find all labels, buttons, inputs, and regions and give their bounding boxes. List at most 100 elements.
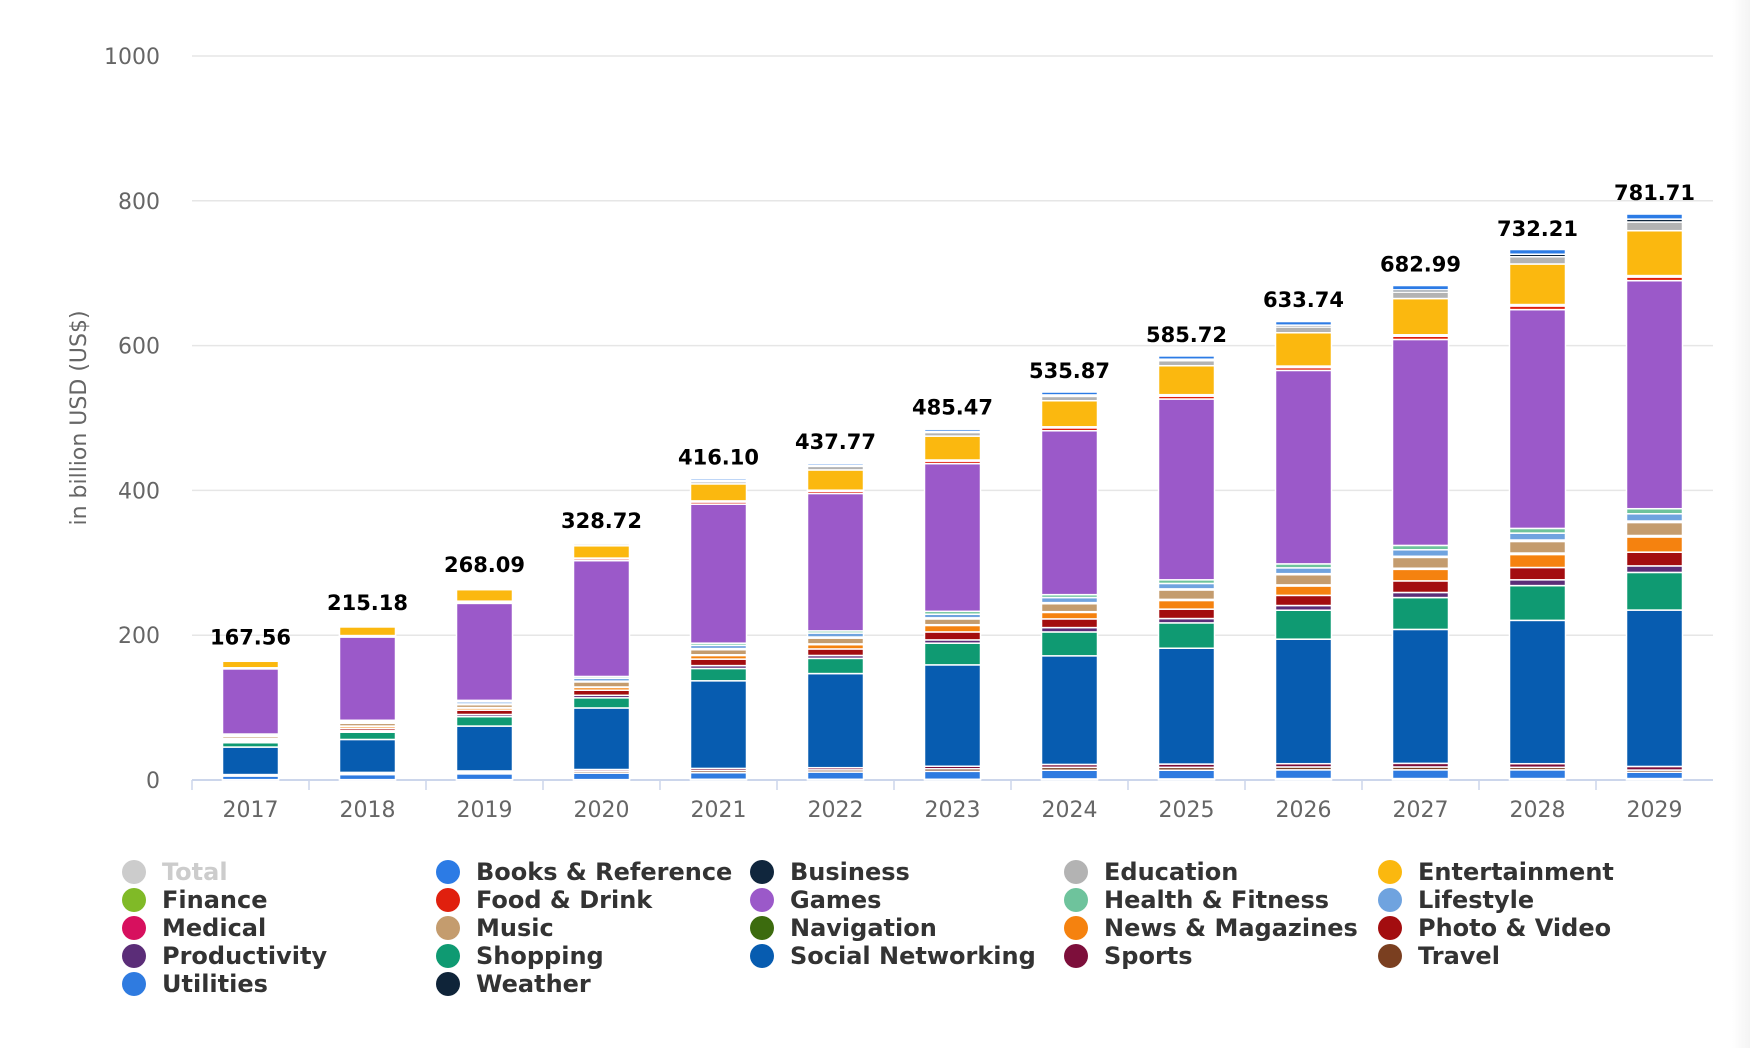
bar-segment-social-networking — [1391, 628, 1450, 765]
legend-item-lifestyle[interactable]: Lifestyle — [1378, 886, 1534, 914]
legend-dot-icon — [1378, 888, 1402, 912]
bar-segment-music — [1625, 521, 1684, 537]
bar-segment-books-reference — [1508, 248, 1567, 255]
legend-item-finance[interactable]: Finance — [122, 886, 268, 914]
bar-segment-utilities — [572, 772, 631, 781]
legend-item-productivity[interactable]: Productivity — [122, 942, 327, 970]
legend-dot-icon — [750, 888, 774, 912]
bar-segment-education — [1391, 291, 1450, 300]
bar-segment-shopping — [455, 715, 514, 727]
bar-segment-games — [1508, 308, 1567, 530]
y-axis-title: in billion USD (US$) — [67, 310, 92, 525]
bar-segment-shopping — [338, 731, 397, 741]
total-data-label: 535.87 — [1029, 359, 1110, 383]
total-data-label: 416.10 — [678, 446, 759, 470]
legend-label: Entertainment — [1418, 858, 1614, 886]
legend-item-medical[interactable]: Medical — [122, 914, 266, 942]
legend-item-education[interactable]: Education — [1064, 858, 1238, 886]
legend-dot-icon — [1378, 916, 1402, 940]
bar-segment-shopping — [1274, 609, 1333, 640]
legend-label: Medical — [162, 914, 267, 942]
legend-item-business[interactable]: Business — [750, 858, 910, 886]
bar-segment-utilities — [1274, 769, 1333, 780]
legend-item-books-reference[interactable]: Books & Reference — [436, 858, 732, 886]
bar-segment-education — [1274, 326, 1333, 334]
legend-item-entertainment[interactable]: Entertainment — [1378, 858, 1614, 886]
legend-label: Food & Drink — [476, 886, 653, 914]
bar-segment-music — [689, 648, 748, 656]
legend-item-weather[interactable]: Weather — [436, 970, 591, 998]
bar-segment-books-reference — [221, 658, 280, 661]
bar-segment-music — [1508, 540, 1567, 554]
bar-segment-social-networking — [1040, 655, 1099, 766]
x-tick-label: 2019 — [457, 798, 513, 823]
bar-segment-shopping — [1508, 584, 1567, 622]
legend-dot-icon — [1064, 860, 1088, 884]
y-tick-label: 400 — [118, 479, 160, 504]
bar-segment-shopping — [1157, 622, 1216, 649]
legend-item-total[interactable]: Total — [122, 858, 228, 886]
bar-segment-photo-video — [1157, 608, 1216, 620]
total-labels: 167.56 215.18 268.09 328.72 416.10 437.77 485.… — [210, 181, 1695, 650]
bar-segment-entertainment — [1157, 364, 1216, 396]
total-data-label: 633.74 — [1263, 288, 1344, 312]
bar-segment-utilities — [1391, 769, 1450, 780]
legend-item-news-magazines[interactable]: News & Magazines — [1064, 914, 1358, 942]
bar-segment-education — [1157, 359, 1216, 367]
bar-segment-entertainment — [689, 483, 748, 502]
x-tick-label: 2028 — [1510, 798, 1566, 823]
legend-label: Weather — [476, 970, 591, 998]
bar-segment-games — [1625, 279, 1684, 510]
bar-segment-utilities — [455, 773, 514, 781]
legend-label: Finance — [162, 886, 268, 914]
legend-label: Games — [790, 886, 882, 914]
bar-segment-photo-video — [1274, 594, 1333, 607]
legend-dot-icon — [436, 916, 460, 940]
bar-segment-games — [1040, 430, 1099, 596]
bar-segment-social-networking — [1274, 638, 1333, 765]
legend-dot-icon — [436, 888, 460, 912]
bar-segment-utilities — [923, 770, 982, 781]
legend-item-shopping[interactable]: Shopping — [436, 942, 604, 970]
legend-item-sports[interactable]: Sports — [1064, 942, 1193, 970]
legend-item-utilities[interactable]: Utilities — [122, 970, 268, 998]
bar-segment-books-reference — [1625, 213, 1684, 220]
bar-segment-photo-video — [1508, 566, 1567, 581]
legend-label: Education — [1104, 858, 1239, 886]
bar-segment-utilities — [1508, 769, 1567, 780]
legend-label: Business — [790, 858, 910, 886]
legend-dot-icon — [750, 916, 774, 940]
bar-segment-news-magazines — [1040, 611, 1099, 620]
bar-segment-shopping — [572, 697, 631, 709]
legend-item-social-networking[interactable]: Social Networking — [750, 942, 1036, 970]
bar-segment-lifestyle — [1157, 582, 1216, 590]
bar-segment-photo-video — [806, 648, 865, 657]
legend-item-health-fitness[interactable]: Health & Fitness — [1064, 886, 1329, 914]
total-data-label: 437.77 — [795, 430, 876, 454]
bar-stacks — [221, 213, 1684, 781]
legend-item-navigation[interactable]: Navigation — [750, 914, 937, 942]
bar-segment-games — [455, 602, 514, 702]
legend-item-food-drink[interactable]: Food & Drink — [436, 886, 652, 914]
legend-item-games[interactable]: Games — [750, 886, 881, 914]
bar-segment-photo-video — [572, 689, 631, 697]
bar-segment-entertainment — [923, 435, 982, 461]
bar-segment-news-magazines — [1391, 568, 1450, 582]
bar-segment-entertainment — [338, 626, 397, 637]
legend-item-photo-video[interactable]: Photo & Video — [1378, 914, 1611, 942]
bar-segment-entertainment — [572, 545, 631, 559]
bar-segment-books-reference — [1391, 284, 1450, 291]
bar-segment-games — [572, 559, 631, 678]
bar-segment-utilities — [1040, 769, 1099, 780]
bar-segment-social-networking — [338, 738, 397, 774]
legend-item-travel[interactable]: Travel — [1378, 942, 1500, 970]
y-tick-label: 800 — [118, 190, 160, 215]
bar-segment-books-reference — [1040, 391, 1099, 396]
x-tick-label: 2018 — [340, 798, 396, 823]
x-tick-label: 2026 — [1276, 798, 1332, 823]
total-data-label: 485.47 — [912, 396, 993, 420]
bar-segment-social-networking — [572, 707, 631, 771]
legend-dot-icon — [1064, 916, 1088, 940]
bar-segment-games — [1391, 338, 1450, 547]
legend-item-music[interactable]: Music — [436, 914, 554, 942]
